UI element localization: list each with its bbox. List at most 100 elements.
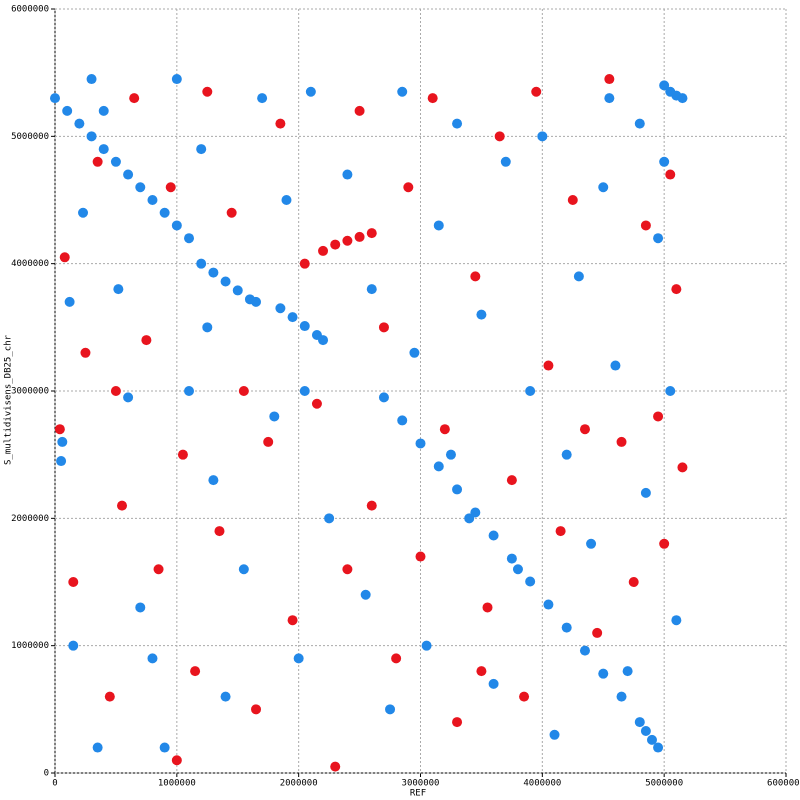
point xyxy=(238,564,249,575)
point xyxy=(549,729,560,740)
point xyxy=(251,296,262,307)
point xyxy=(567,195,578,205)
point xyxy=(299,258,310,269)
point xyxy=(342,235,353,246)
x-tick-label: 5000000 xyxy=(645,779,683,789)
point xyxy=(159,742,170,753)
point xyxy=(318,245,329,256)
point xyxy=(159,207,170,218)
point xyxy=(165,182,176,193)
point xyxy=(506,553,517,564)
y-tick-label: 1000000 xyxy=(11,641,49,651)
point xyxy=(293,653,304,664)
point xyxy=(665,169,676,180)
point xyxy=(153,564,164,575)
point xyxy=(628,577,639,587)
point xyxy=(482,602,493,613)
point xyxy=(653,233,664,244)
point xyxy=(98,105,109,116)
point xyxy=(220,276,231,287)
point xyxy=(208,475,219,486)
point xyxy=(592,627,603,638)
point xyxy=(409,347,420,358)
point xyxy=(397,86,408,97)
point xyxy=(184,233,195,244)
point xyxy=(421,640,432,651)
point xyxy=(653,742,664,753)
point xyxy=(123,392,134,403)
point xyxy=(555,526,566,537)
point xyxy=(342,564,353,575)
point xyxy=(78,207,89,218)
point xyxy=(238,386,249,396)
point xyxy=(494,131,505,142)
point xyxy=(671,284,682,295)
point xyxy=(543,360,554,371)
point xyxy=(452,484,463,495)
point xyxy=(531,86,542,97)
point xyxy=(214,526,225,537)
point xyxy=(110,156,121,167)
point xyxy=(616,436,627,447)
y-tick-label: 4000000 xyxy=(11,259,49,269)
point xyxy=(622,666,633,677)
point xyxy=(92,742,103,753)
point xyxy=(147,653,158,664)
point xyxy=(378,392,389,403)
point xyxy=(202,86,213,97)
y-tick-label: 3000000 xyxy=(11,387,49,397)
point xyxy=(54,424,65,435)
point xyxy=(360,589,371,600)
point xyxy=(92,156,103,167)
x-axis-label: REF xyxy=(410,789,426,799)
point xyxy=(579,424,590,435)
point xyxy=(634,717,645,728)
point xyxy=(68,640,79,651)
point xyxy=(56,456,67,467)
point xyxy=(452,717,463,728)
point xyxy=(470,271,481,282)
point xyxy=(269,411,280,422)
point xyxy=(677,93,688,104)
point xyxy=(537,131,548,142)
point xyxy=(671,615,682,626)
point xyxy=(123,169,134,180)
point xyxy=(366,500,377,511)
point xyxy=(251,704,262,715)
point xyxy=(561,622,572,633)
point xyxy=(171,755,182,766)
point xyxy=(299,321,310,332)
point xyxy=(342,169,353,180)
point xyxy=(665,386,676,396)
point xyxy=(318,335,329,346)
y-tick-label: 6000000 xyxy=(11,5,49,15)
point xyxy=(117,500,128,511)
point xyxy=(640,487,651,498)
point xyxy=(366,284,377,295)
point xyxy=(263,436,274,447)
point xyxy=(57,436,68,447)
y-axis-label: S_multidivisens_DB25_chr xyxy=(4,334,14,465)
point xyxy=(640,220,651,231)
point xyxy=(512,564,523,575)
point xyxy=(324,513,335,524)
point xyxy=(330,761,341,772)
point xyxy=(452,118,463,129)
point xyxy=(147,195,158,205)
point xyxy=(604,74,615,85)
point xyxy=(275,118,286,129)
point xyxy=(202,322,213,333)
point xyxy=(488,678,499,689)
point xyxy=(433,220,444,231)
point xyxy=(275,303,286,314)
point xyxy=(433,461,444,472)
point xyxy=(104,691,115,702)
point xyxy=(59,252,70,263)
point xyxy=(573,271,584,282)
y-tick-label: 5000000 xyxy=(11,132,49,142)
point xyxy=(397,415,408,426)
point xyxy=(659,156,670,167)
point xyxy=(50,93,60,104)
point xyxy=(330,239,341,250)
point xyxy=(98,144,109,155)
